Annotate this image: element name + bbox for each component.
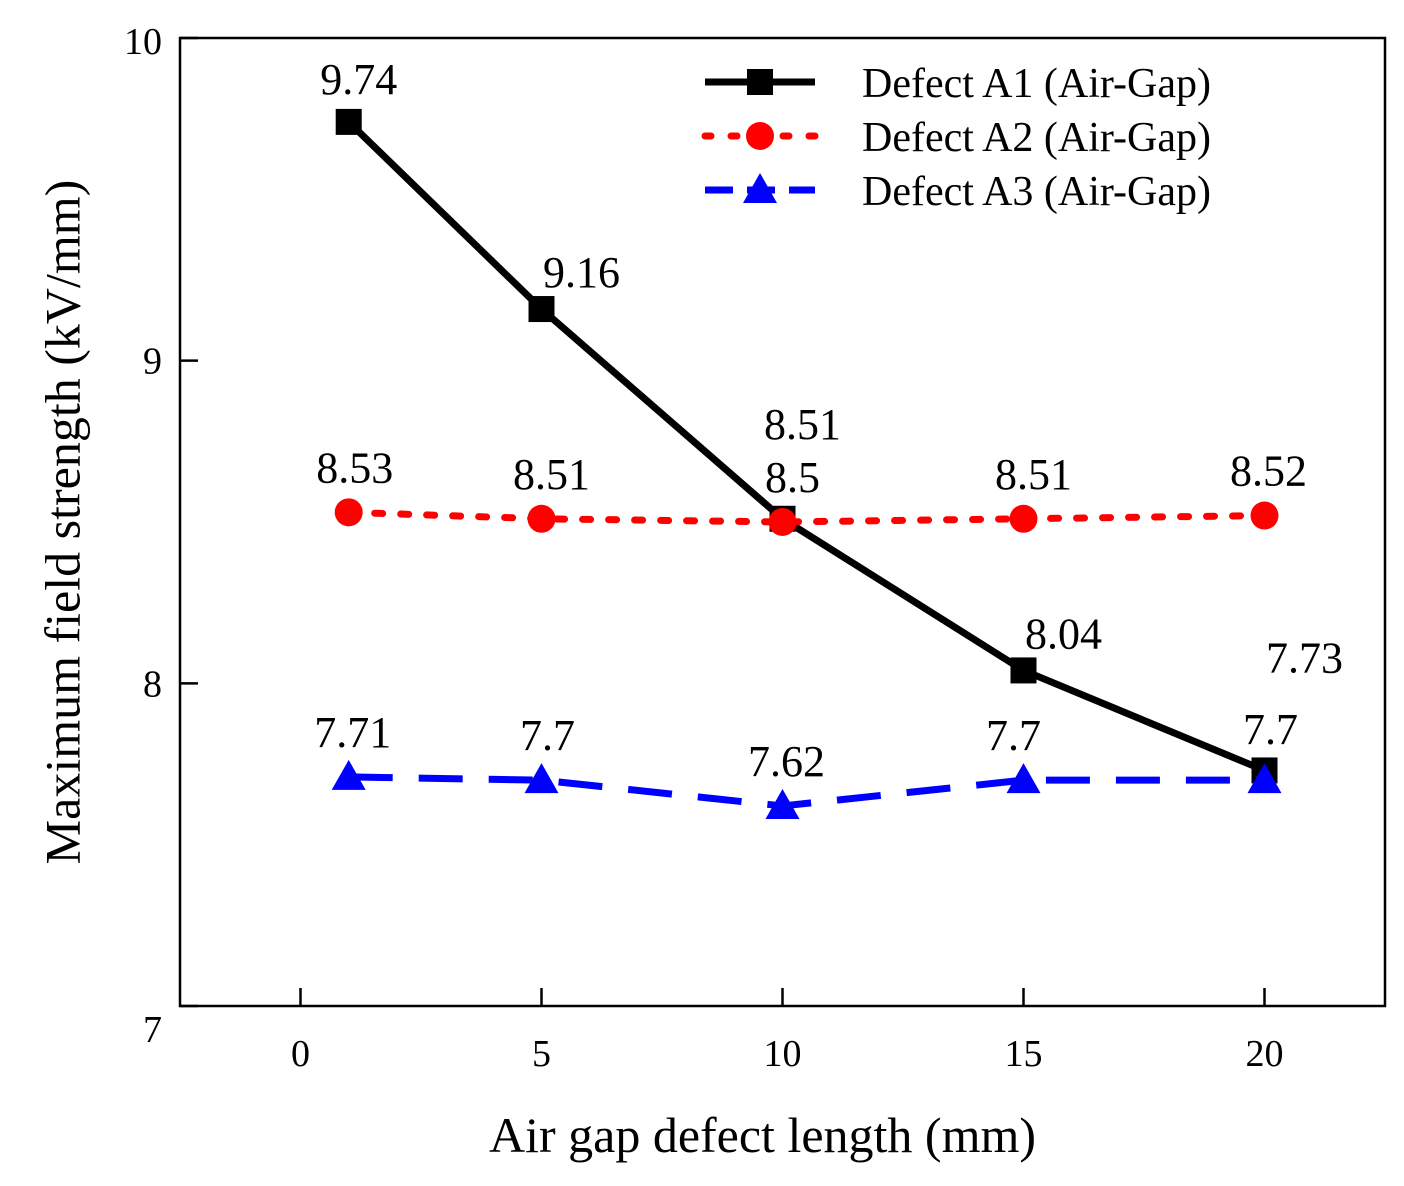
data-labels-layer: 9.749.168.518.04 7.738.53 8.51 8.5 8.51 8.527… <box>314 55 1343 786</box>
data-label: 8.5 <box>765 453 820 502</box>
legend-item: Defect A1 (Air-Gap) <box>705 61 1211 107</box>
y-tick-label: 7 <box>143 1009 162 1051</box>
y-axis-title: Maximum field strength (kV/mm) <box>35 180 91 865</box>
x-tick-label: 15 <box>1005 1033 1043 1075</box>
y-tick-label: 8 <box>143 663 162 705</box>
data-label: 8.53 <box>316 443 393 492</box>
data-point <box>1006 763 1041 794</box>
x-tick-label: 20 <box>1246 1033 1284 1075</box>
axes-layer: 0 5 10 15 20 7 8 9 10 <box>124 21 1387 1075</box>
series-3 <box>331 759 1282 819</box>
data-point <box>331 759 366 790</box>
data-point <box>1009 504 1038 533</box>
data-label: 7.62 <box>748 737 825 786</box>
series-line <box>345 508 1268 526</box>
series-layer <box>331 108 1282 819</box>
data-point <box>765 788 800 819</box>
legend-label: Defect A2 (Air-Gap) <box>862 115 1211 161</box>
data-point <box>334 498 363 527</box>
data-label: 7.73 <box>1266 633 1343 682</box>
legend: Defect A1 (Air-Gap) Defect A2 (Air-Gap) De… <box>701 61 1211 215</box>
x-tick-label: 5 <box>532 1033 551 1075</box>
data-point <box>1250 501 1279 530</box>
legend-marker <box>747 69 773 95</box>
legend-marker <box>743 173 777 203</box>
data-point <box>527 504 556 533</box>
data-label: 7.71 <box>314 708 391 757</box>
data-point <box>528 296 555 323</box>
legend-label: Defect A1 (Air-Gap) <box>862 61 1211 107</box>
data-label: 8.51 <box>995 450 1072 499</box>
x-tick-label: 0 <box>291 1033 310 1075</box>
data-label: 8.51 <box>513 450 590 499</box>
data-label: 8.52 <box>1230 447 1307 496</box>
x-tick-label: 10 <box>764 1033 802 1075</box>
legend-item: Defect A3 (Air-Gap) <box>705 169 1211 215</box>
legend-item: Defect A2 (Air-Gap) <box>701 115 1211 161</box>
data-point <box>768 508 797 536</box>
y-tick-label: 9 <box>143 341 162 383</box>
x-axis-title: Air gap defect length (mm) <box>489 1107 1036 1163</box>
data-label: 7.7 <box>1243 705 1298 754</box>
data-point <box>335 108 362 135</box>
data-label: 9.16 <box>543 248 620 297</box>
data-label: 9.74 <box>320 55 397 104</box>
data-label: 8.04 <box>1025 609 1102 658</box>
data-label: 7.7 <box>986 711 1041 760</box>
legend-label: Defect A3 (Air-Gap) <box>862 169 1211 215</box>
series-2 <box>334 498 1279 536</box>
legend-marker <box>746 122 774 150</box>
data-label: 8.51 <box>764 400 841 449</box>
data-point <box>1010 657 1037 684</box>
data-label: 7.7 <box>520 711 575 760</box>
data-point <box>524 763 559 794</box>
y-tick-label: 10 <box>124 21 162 63</box>
data-point <box>1247 763 1282 794</box>
